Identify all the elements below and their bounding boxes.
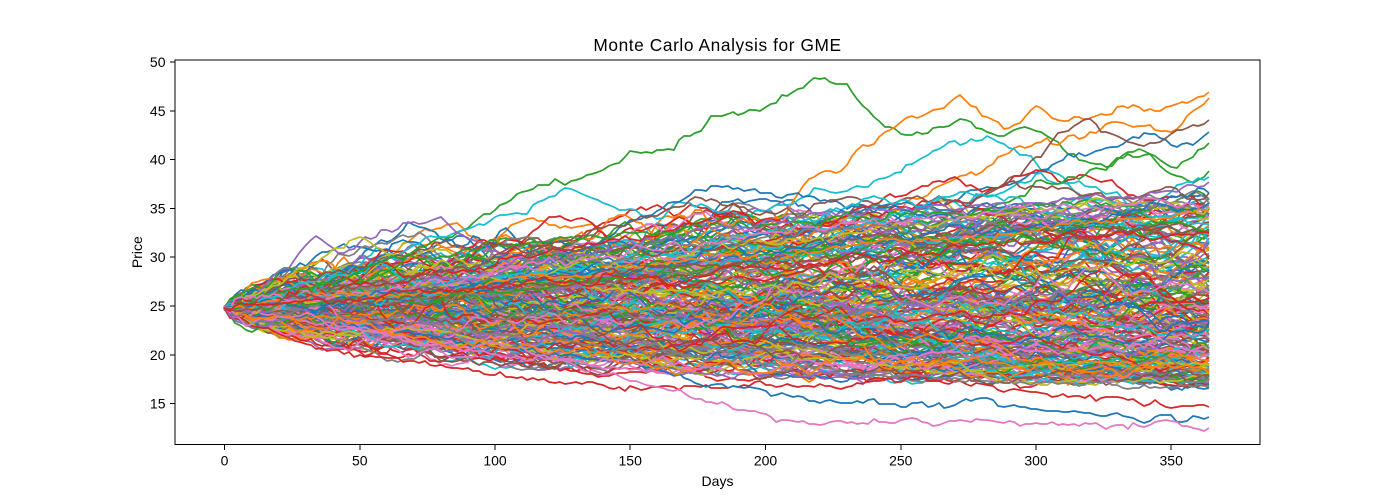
svg-text:250: 250: [889, 452, 913, 468]
svg-text:35: 35: [150, 200, 166, 216]
svg-text:50: 50: [352, 452, 368, 468]
svg-text:Days: Days: [702, 473, 734, 489]
svg-text:15: 15: [150, 396, 166, 412]
svg-text:0: 0: [221, 452, 229, 468]
svg-text:25: 25: [150, 298, 166, 314]
svg-text:350: 350: [1160, 452, 1184, 468]
svg-text:30: 30: [150, 249, 166, 265]
svg-text:50: 50: [150, 54, 166, 70]
svg-text:Monte Carlo Analysis for GME: Monte Carlo Analysis for GME: [593, 35, 841, 55]
svg-text:100: 100: [483, 452, 507, 468]
svg-text:45: 45: [150, 103, 166, 119]
svg-text:200: 200: [754, 452, 778, 468]
svg-text:Price: Price: [129, 236, 145, 268]
svg-text:20: 20: [150, 347, 166, 363]
svg-text:40: 40: [150, 152, 166, 168]
svg-text:150: 150: [619, 452, 643, 468]
svg-text:300: 300: [1024, 452, 1048, 468]
